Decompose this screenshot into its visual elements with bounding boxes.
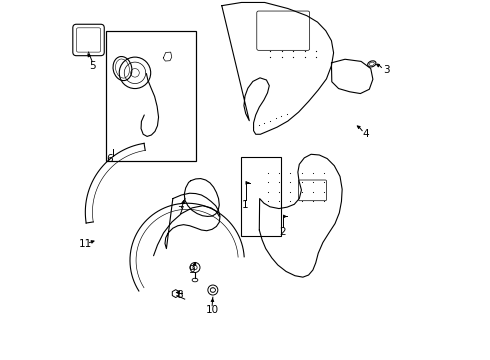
Text: 7: 7 [177, 206, 183, 216]
Text: 2: 2 [279, 227, 286, 237]
Text: 10: 10 [206, 305, 219, 315]
Text: 9: 9 [189, 265, 196, 275]
Text: 5: 5 [89, 61, 96, 71]
Text: 1: 1 [242, 200, 248, 210]
Text: 11: 11 [78, 239, 92, 249]
Text: 3: 3 [383, 65, 390, 75]
Bar [106, 31, 196, 161]
Text: 4: 4 [363, 129, 369, 139]
Bar [242, 157, 281, 236]
Text: 8: 8 [176, 290, 183, 300]
Text: 6: 6 [107, 154, 113, 164]
